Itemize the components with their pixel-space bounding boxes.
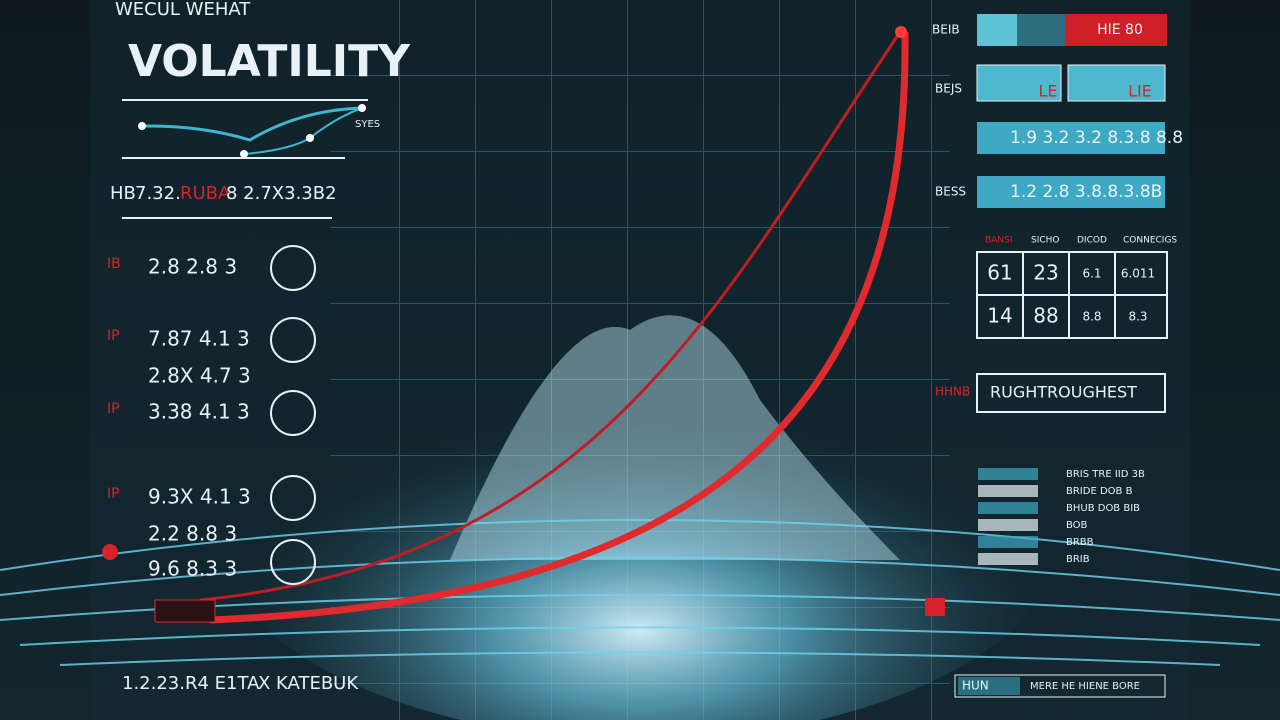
list-item: BRIDE DOB B	[1066, 486, 1133, 497]
row-value: 7.87 4.1 3	[148, 327, 250, 351]
row-value: 3.38 4.1 3	[148, 400, 250, 424]
footer-right: MERE HE HIENE BORE	[1030, 681, 1140, 692]
stat: 7.32.	[135, 183, 181, 204]
legend-label: SYES	[355, 119, 380, 130]
box	[1065, 14, 1167, 46]
stat: RUBA	[180, 183, 231, 204]
bar	[977, 122, 1165, 154]
footer-left: 1.2.23.R4 E1TA	[122, 673, 260, 694]
row-icon	[270, 475, 316, 521]
box	[1017, 14, 1065, 46]
bar-text: 1.9 3.2 3.2 8.3.8 8.8	[1010, 128, 1183, 148]
row-marker: IP	[107, 401, 120, 417]
row-value: 2.2 8.8 3	[148, 522, 237, 546]
row-value: 9.3X 4.1 3	[148, 485, 251, 509]
glow	[210, 300, 1070, 720]
footer-right: HUN	[962, 679, 989, 693]
list-item: BHUB DOB BIB	[1066, 503, 1140, 514]
table-cell: 23	[1033, 261, 1058, 285]
curve-start	[154, 599, 216, 623]
row-icon	[270, 317, 316, 363]
label: BESS	[935, 185, 966, 199]
table-cell: 61	[987, 261, 1012, 285]
marker	[102, 544, 118, 560]
row-marker: IB	[107, 256, 121, 272]
table-header: CONNECIGS	[1123, 236, 1177, 246]
bar-text: 1.2 2.8 3.8.8.3.8B	[1010, 182, 1162, 202]
curve-point	[895, 26, 907, 38]
row-icon	[270, 245, 316, 291]
stat: 8 2.7X3.3B2	[226, 183, 337, 204]
table-header: SICHO	[1031, 236, 1060, 246]
right-panel: BEIB HIE 80 BEJS LE LIE 1.9 3.2 3.2 8.3.…	[932, 14, 1183, 698]
list-chip	[978, 485, 1038, 497]
list-item: BOB	[1066, 520, 1088, 531]
list-chip	[978, 468, 1038, 480]
box	[977, 14, 1017, 46]
table: BANSI SICHO DICOD CONNECIGS 61 23 6.1 6.011 14 88…	[976, 236, 1177, 339]
row-marker: IP	[107, 486, 120, 502]
kicker: WECUL WEHAT	[115, 0, 251, 20]
row-value: 2.8X 4.7 3	[148, 364, 251, 388]
top-value: HIE 80	[1097, 22, 1143, 38]
box	[976, 64, 1062, 102]
row-marker: IP	[107, 328, 120, 344]
callout-box	[976, 373, 1166, 413]
row-icon	[270, 390, 316, 436]
mesh	[0, 519, 1280, 666]
sparkline-points	[138, 104, 366, 158]
list-chip	[978, 519, 1038, 531]
table-header: DICOD	[1077, 236, 1107, 246]
callout: RUGHTROUGHEST	[990, 383, 1137, 402]
left-list: IB 2.8 2.8 3 IP 7.87 4.1 3 IP 3.38 4.1 3 IP 9.3…	[107, 245, 316, 585]
table-cell: 88	[1033, 304, 1058, 328]
table-cell: 6.1	[1082, 267, 1101, 281]
footer-box	[958, 677, 1020, 695]
table-cell: 8.8	[1082, 310, 1101, 324]
footer-left: X KATEBUK	[258, 673, 359, 694]
list-chip	[978, 553, 1038, 565]
table-header: BANSI	[985, 236, 1012, 246]
list-item: BRBB	[1066, 537, 1094, 548]
list-item: BRIB	[1066, 554, 1090, 565]
table-cell: 14	[987, 304, 1012, 328]
row-value: 2.8 2.8 3	[148, 255, 237, 279]
row-icon	[270, 539, 316, 585]
box-label: LE	[1038, 82, 1057, 101]
list-chip	[978, 536, 1038, 548]
curve	[209, 31, 909, 624]
curve	[199, 31, 902, 602]
stat: HB	[110, 183, 136, 204]
label: BEJS	[935, 82, 962, 96]
box	[1067, 64, 1166, 102]
marker	[925, 598, 945, 616]
list-chip	[978, 502, 1038, 514]
footer-box	[954, 674, 1166, 698]
list-item: BRIS TRE IID 3B	[1066, 469, 1145, 480]
table-cell: 8.3	[1128, 310, 1147, 324]
box-label: LIE	[1128, 82, 1152, 101]
label: BEIB	[932, 23, 960, 37]
peak	[450, 315, 900, 560]
table-cell: 6.011	[1121, 267, 1155, 281]
sparkline	[141, 106, 363, 142]
label: HHNB	[935, 385, 970, 399]
bar	[977, 176, 1165, 208]
row-value: 9.6 8.3 3	[148, 557, 237, 581]
list: BRIS TRE IID 3B BRIDE DOB B BHUB DOB BIB BO…	[978, 468, 1145, 565]
title: VOLATILITY	[128, 36, 411, 87]
